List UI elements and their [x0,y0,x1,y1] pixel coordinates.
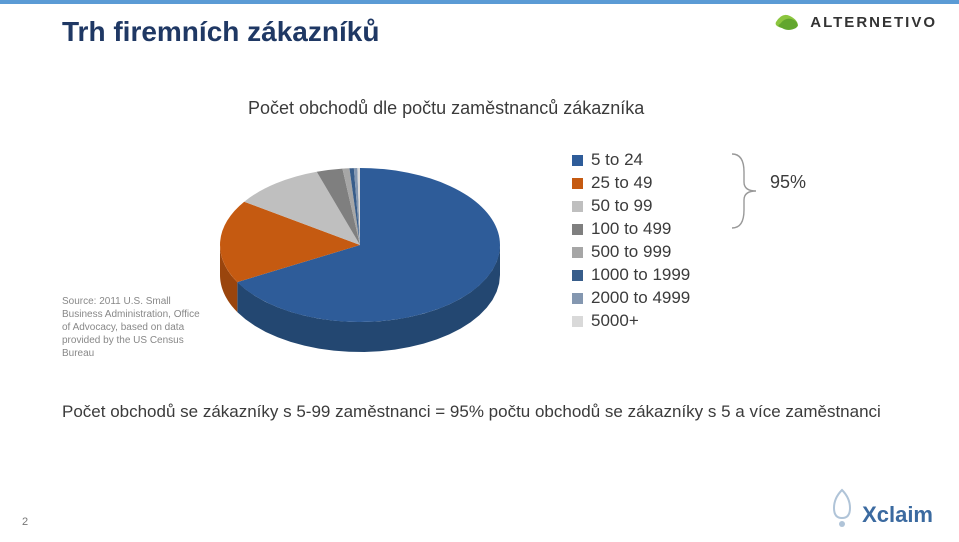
footnote-text: Počet obchodů se zákazníky s 5-99 zaměst… [62,402,881,422]
legend-label: 2000 to 4999 [591,288,690,308]
legend-label: 5 to 24 [591,150,643,170]
alternetivo-logo: ALTERNETIVO [772,10,937,34]
legend-label: 25 to 49 [591,173,652,193]
legend-label: 1000 to 1999 [591,265,690,285]
chart-subtitle: Počet obchodů dle počtu zaměstnanců záka… [248,98,644,119]
legend-item: 2000 to 4999 [572,288,690,308]
brace-annotation [730,152,764,230]
alternetivo-icon [772,10,802,34]
legend-swatch [572,247,583,258]
pie-chart [200,135,520,385]
legend-item: 50 to 99 [572,196,690,216]
legend-swatch [572,155,583,166]
legend-swatch [572,293,583,304]
legend-label: 50 to 99 [591,196,652,216]
xclaim-icon [828,488,856,528]
legend-swatch [572,201,583,212]
legend-item: 5 to 24 [572,150,690,170]
xclaim-logo: Xclaim [828,488,933,528]
top-accent-bar [0,0,959,4]
page-title: Trh firemních zákazníků [62,16,379,48]
legend-label: 5000+ [591,311,639,331]
annotation-95pct: 95% [770,172,806,193]
legend-item: 1000 to 1999 [572,265,690,285]
legend-item: 100 to 499 [572,219,690,239]
alternetivo-text: ALTERNETIVO [810,14,937,31]
legend-item: 5000+ [572,311,690,331]
legend-swatch [572,270,583,281]
chart-legend: 5 to 24 25 to 49 50 to 99 100 to 499 500 to … [572,150,690,334]
legend-swatch [572,224,583,235]
legend-label: 500 to 999 [591,242,671,262]
legend-swatch [572,178,583,189]
legend-item: 25 to 49 [572,173,690,193]
legend-swatch [572,316,583,327]
legend-item: 500 to 999 [572,242,690,262]
page-number: 2 [22,516,28,528]
source-citation: Source: 2011 U.S. Small Business Adminis… [62,295,207,360]
legend-label: 100 to 499 [591,219,671,239]
xclaim-text: Xclaim [862,502,933,528]
